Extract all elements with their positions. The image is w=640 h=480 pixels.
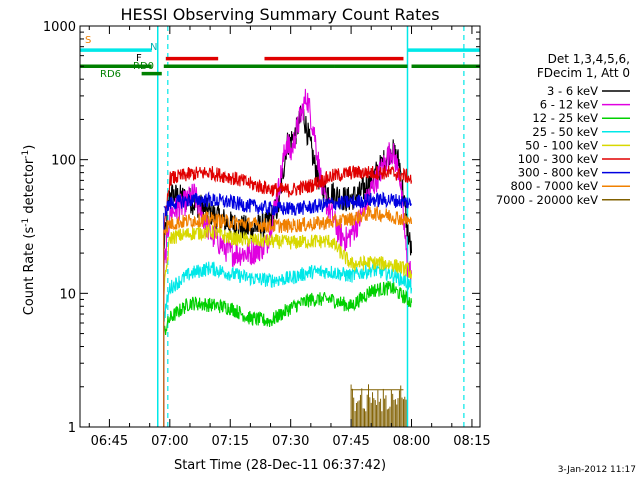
plot-frame (79, 25, 481, 428)
legend-label-7: 800 - 7000 keV (510, 179, 598, 193)
x-axis-label: Start Time (28-Dec-11 06:37:42) (174, 458, 386, 473)
timestamp: 3-Jan-2012 11:17 (558, 465, 636, 475)
chart-title: HESSI Observing Summary Count Rates (120, 5, 439, 24)
series-line (163, 224, 413, 298)
series-line (163, 88, 413, 285)
legend-label-2: 12 - 25 keV (532, 111, 598, 125)
x-tick-label-0: 06:45 (91, 434, 128, 449)
flag-label-rd0: RD0 (133, 61, 154, 72)
series-layer (163, 88, 413, 427)
y-tick-label-1: 10 (59, 287, 76, 302)
y-axis-label-main: Count Rate (s (22, 227, 37, 316)
series-line (163, 165, 413, 235)
x-tick-label-5: 08:00 (393, 434, 430, 449)
legend: Det 1,3,4,5,6, FDecim 1, Att 0 3 - 6 keV… (496, 52, 630, 207)
flag-label-rd6: RD6 (100, 69, 121, 80)
axes: 1 10 100 1000 06:45 07:00 07:15 07:30 07:45 08:00… (43, 20, 491, 449)
legend-label-8: 7000 - 20000 keV (496, 193, 598, 207)
y-axis-label-sup2: -1 (21, 150, 31, 159)
legend-label-1: 6 - 12 keV (540, 98, 598, 112)
legend-label-4: 50 - 100 keV (525, 138, 598, 152)
series-7000-20000-kev (350, 384, 407, 427)
legend-label-0: 3 - 6 keV (547, 84, 598, 98)
flag-label-saa: S (85, 35, 91, 46)
legend-header-2: FDecim 1, Att 0 (537, 66, 630, 80)
x-tick-label-1: 07:00 (151, 434, 188, 449)
x-tick-label-2: 07:15 (212, 434, 249, 449)
flag-label-night: N (150, 42, 157, 53)
y-axis-label-sup1: -1 (21, 218, 31, 227)
y-axis-label: Count Rate (s-1 detector-1) (21, 145, 37, 316)
x-tick-label-6: 08:15 (453, 434, 490, 449)
y-tick-label-2: 100 (51, 154, 76, 169)
x-tick-label-3: 07:30 (272, 434, 309, 449)
legend-label-6: 300 - 800 keV (518, 166, 598, 180)
flag-label-flare: F (136, 53, 142, 64)
series-line (163, 190, 412, 217)
series-line (163, 261, 413, 322)
y-tick-label-0: 1 (68, 421, 76, 436)
legend-label-3: 25 - 50 keV (532, 125, 598, 139)
y-axis-label-end: ) (22, 145, 37, 150)
y-tick-label-3: 1000 (43, 20, 76, 35)
series-line (163, 280, 413, 336)
series-line (163, 204, 413, 236)
y-axis-label-mid: detector (22, 158, 37, 218)
x-tick-label-4: 07:45 (332, 434, 369, 449)
series-800-7000-kev (163, 204, 413, 427)
legend-label-5: 100 - 300 keV (518, 152, 598, 166)
legend-header-1: Det 1,3,4,5,6, (548, 52, 630, 66)
